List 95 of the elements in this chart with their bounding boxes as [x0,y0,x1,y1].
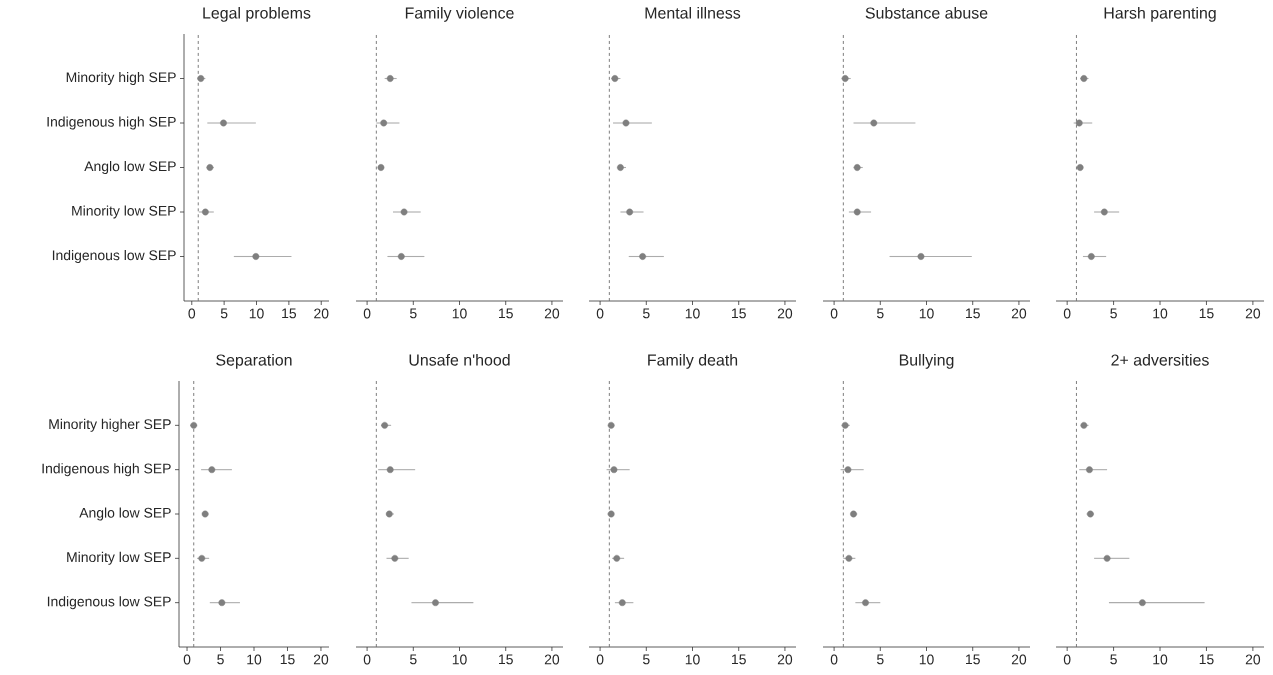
x-tick-label: 5 [642,654,650,665]
x-tick-label: 20 [777,654,793,665]
x-tick-label: 5 [409,308,417,319]
x-tick-label: 10 [249,308,264,319]
x-tick-label: 20 [313,654,329,665]
x-tick-label: 0 [596,654,604,665]
x-tick-label: 15 [499,308,513,319]
point [220,119,227,127]
point [853,208,861,216]
x-tick-label: 15 [1199,308,1214,319]
x-tick-label: 0 [1063,654,1071,665]
point [1100,208,1108,216]
point [1138,599,1146,607]
x-tick-label: 5 [409,654,417,665]
x-tick-label: 5 [220,308,228,319]
x-tick-label: 0 [596,308,604,319]
x-tick-label: 0 [1063,308,1071,319]
x-tick-label: 10 [452,308,467,319]
y-tick-label: Indigenous low SEP [47,596,171,610]
point [626,208,634,216]
x-tick-label: 20 [1011,308,1027,319]
chart-title: Legal problems [203,6,311,22]
y-tick-label: Anglo low SEP [84,161,176,174]
x-tick-label: 5 [642,308,650,319]
point [1103,554,1111,562]
x-tick-label: 20 [1245,654,1261,665]
x-tick-label: 15 [1199,654,1214,665]
x-tick-label: 10 [685,308,700,319]
x-tick-label: 5 [876,654,884,665]
point [618,599,626,607]
x-tick-label: 5 [1110,654,1117,665]
x-tick-label: 15 [966,308,980,319]
x-tick-label: 15 [280,654,295,665]
x-tick-label: 15 [282,308,297,319]
x-tick-label: 15 [732,654,746,665]
point [218,599,226,607]
x-tick-label: 10 [247,654,262,665]
x-tick-label: 20 [1011,654,1027,665]
point [917,253,925,260]
point [391,554,399,562]
point [380,119,388,127]
x-tick-label: 0 [188,308,196,319]
x-tick-label: 15 [499,654,513,665]
point [639,253,646,260]
x-tick-label: 15 [732,308,746,319]
y-tick-label: Minority high SEP [66,72,176,85]
x-tick-label: 10 [1153,308,1168,319]
x-tick-label: 0 [830,308,838,319]
y-tick-label: Minority low SEP [67,551,171,565]
point [432,599,439,607]
x-tick-label: 5 [876,308,884,319]
point [397,253,405,260]
point [622,119,630,127]
point [1086,466,1093,474]
point [400,208,408,216]
chart-title: Bullying [899,353,954,369]
chart-title: Unsafe n'hood [409,353,510,366]
x-tick-label: 20 [1245,308,1261,319]
x-tick-label: 20 [544,654,560,665]
x-tick-label: 10 [919,654,934,665]
x-tick-label: 0 [363,308,371,319]
point [1087,253,1095,260]
chart-title: Harsh parenting [1104,6,1216,22]
x-tick-label: 5 [217,654,224,665]
point [844,466,852,474]
point [208,466,216,474]
x-tick-label: 0 [363,654,371,665]
x-tick-label: 10 [452,654,467,665]
x-tick-label: 20 [314,308,329,319]
point [610,466,618,474]
chart-title: Substance abuse [865,6,988,19]
chart-title: Separation [216,353,292,369]
x-tick-label: 0 [183,654,191,665]
y-tick-label: Minority higher SEP [49,418,171,432]
y-tick-label: Indigenous low SEP [52,250,176,263]
y-tick-label: Indigenous high SEP [42,463,171,477]
x-tick-label: 10 [685,654,700,665]
x-tick-label: 20 [544,308,560,319]
y-tick-label: Indigenous high SEP [47,116,176,130]
x-tick-label: 20 [777,308,793,319]
x-tick-label: 5 [1110,308,1117,319]
point [386,466,394,474]
x-tick-label: 10 [919,308,934,319]
y-tick-label: Anglo low SEP [79,507,171,521]
chart-title: Family violence [405,6,514,22]
x-tick-label: 15 [966,654,980,665]
x-tick-label: 10 [1153,654,1168,665]
chart-title: Family death [648,353,738,369]
chart-title: 2+ adversities [1111,353,1209,366]
x-tick-label: 0 [830,654,838,665]
chart-title: Mental illness [645,6,741,19]
y-tick-label: Minority low SEP [72,205,176,219]
point [870,119,878,127]
point [862,599,869,607]
point [252,253,260,260]
